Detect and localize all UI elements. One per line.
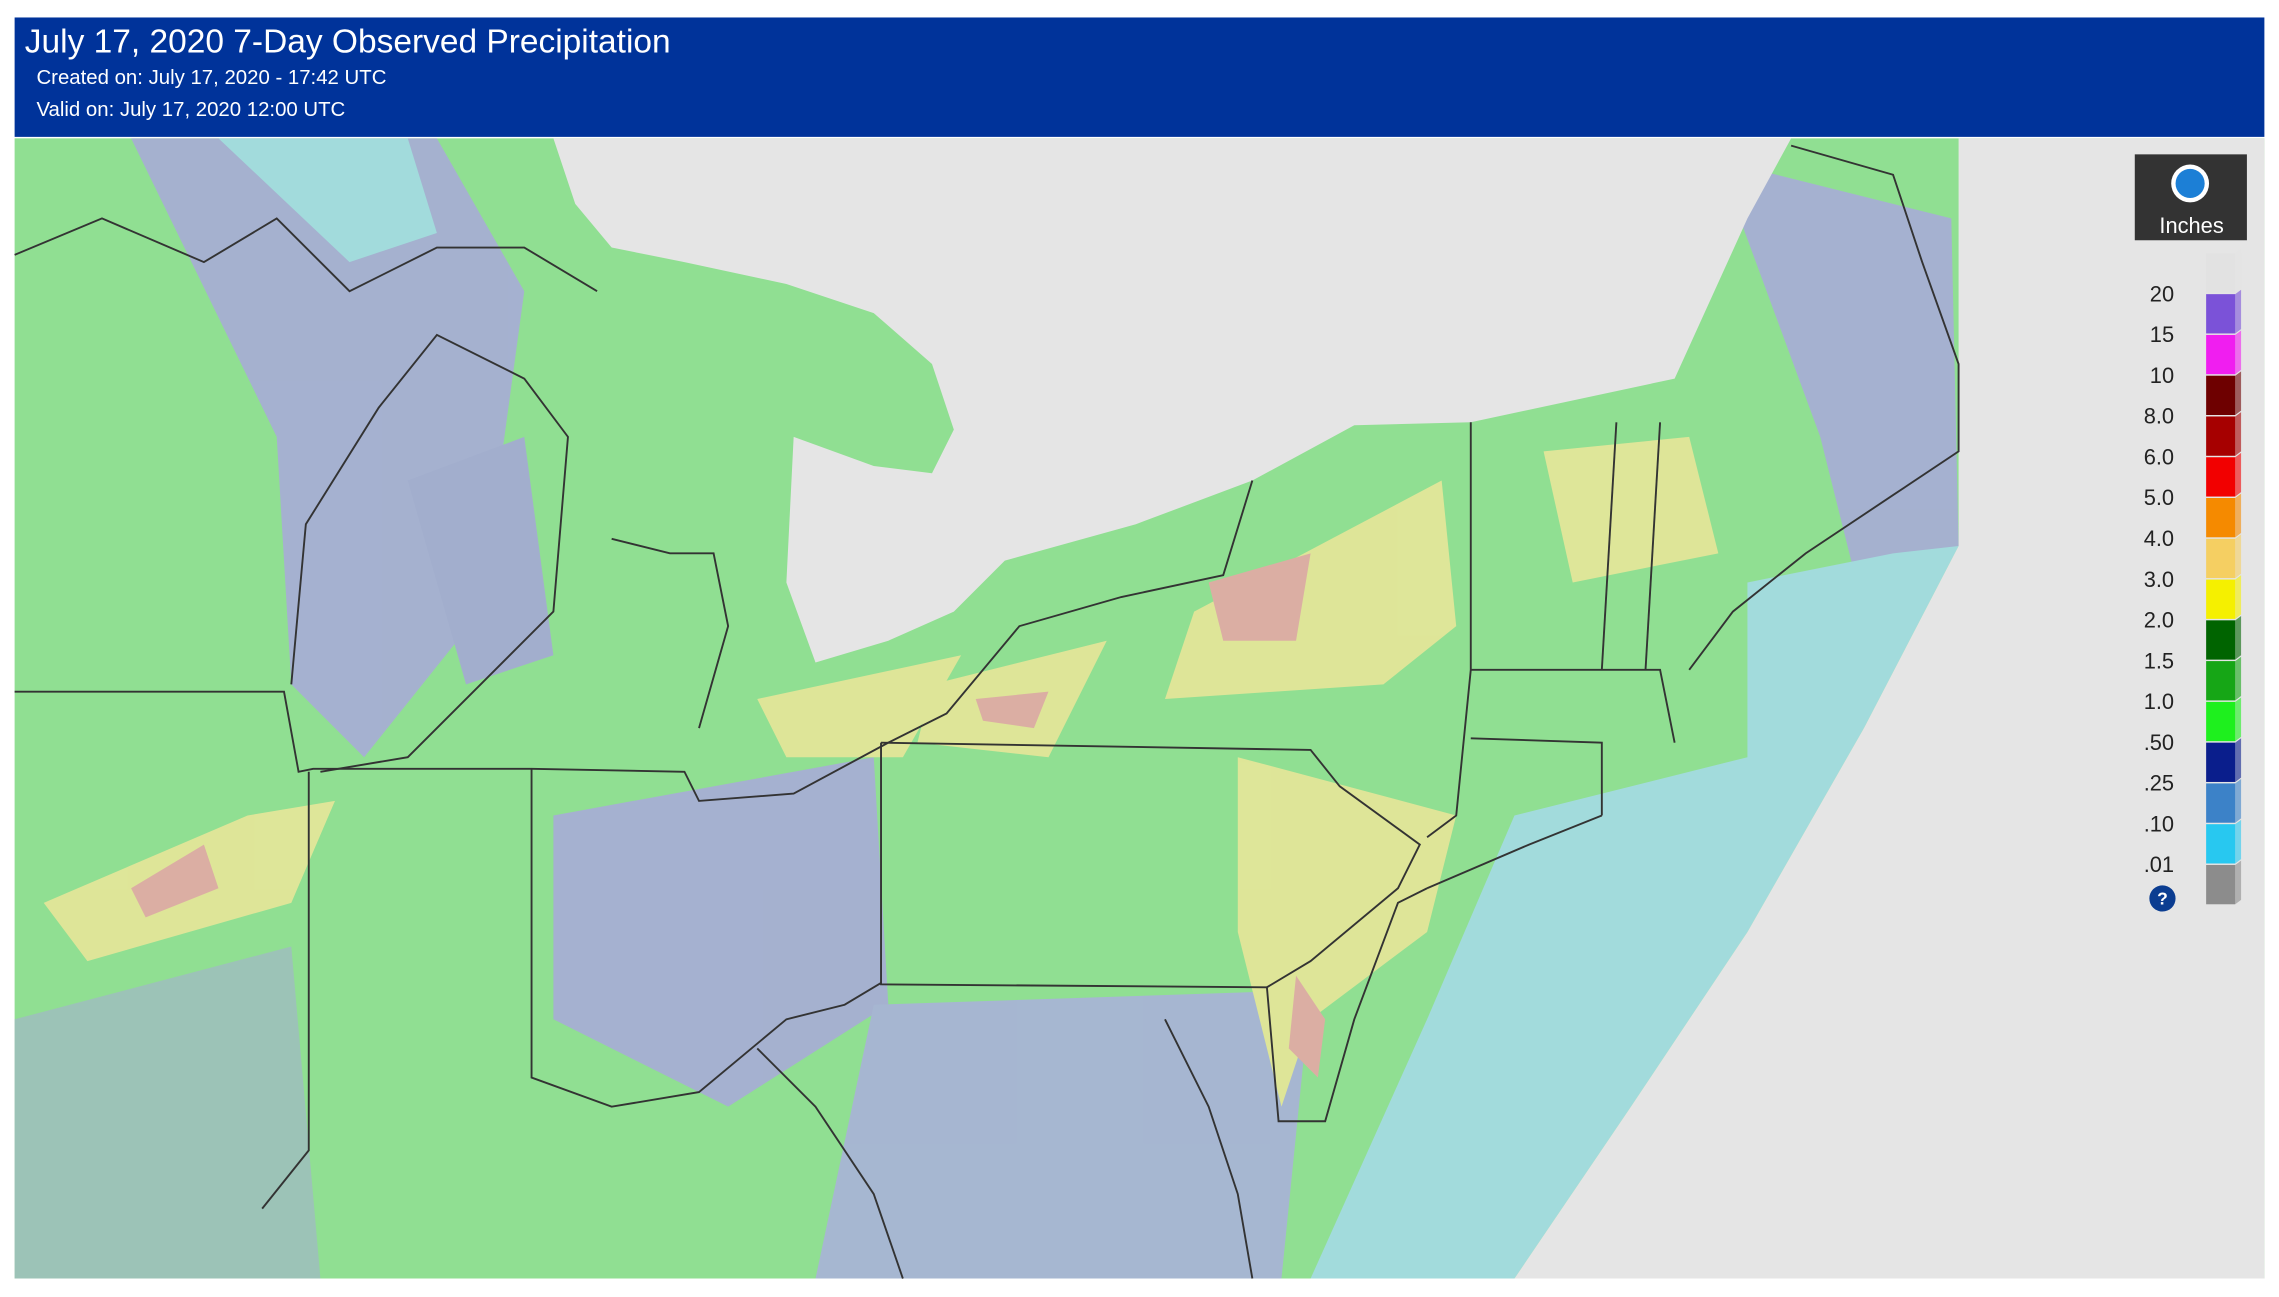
- legend-label: .25: [2144, 771, 2174, 796]
- legend-swatch-side: [2235, 575, 2242, 619]
- legend-scale: 20 15 10 8.0 6.0 5.0 4.0 3.0 2.0 1.5 1.0 .50 .25 .10.…: [2144, 249, 2242, 905]
- legend-swatch-side: [2235, 412, 2242, 456]
- legend-swatch-side: [2235, 249, 2242, 293]
- legend-swatch-side: [2235, 289, 2242, 334]
- legend-swatch: [2206, 416, 2236, 456]
- legend-swatch-side: [2235, 534, 2242, 579]
- legend-swatch-side: [2235, 615, 2242, 660]
- legend-swatch-side: [2235, 779, 2242, 823]
- legend-label: 2.0: [2144, 608, 2174, 633]
- no-data-ocean: [1514, 138, 2265, 1279]
- legend-swatch: [2206, 375, 2236, 416]
- help-button[interactable]: [2149, 885, 2176, 912]
- legend-label: 15: [2150, 322, 2174, 347]
- legend-swatch: [2206, 701, 2236, 742]
- created-date: Created on: July 17, 2020 - 17:42 UTC: [36, 67, 386, 89]
- legend-label: 20: [2150, 281, 2174, 306]
- legend-swatch-side: [2235, 330, 2242, 375]
- legend-swatch-side: [2235, 697, 2242, 742]
- legend-swatch-side: [2235, 819, 2242, 864]
- legend-swatch: [2206, 334, 2236, 375]
- legend-swatch: [2206, 661, 2236, 701]
- legend: Inches 20 15 10 8.0 6.0 5.0 4.0 3.0 2.0 1.5 1.0 .50…: [2134, 154, 2247, 912]
- legend-label: 1.0: [2144, 689, 2174, 714]
- legend-swatch-side: [2235, 493, 2242, 538]
- legend-swatch-side: [2235, 371, 2242, 416]
- legend-swatch: [2206, 783, 2236, 823]
- help-icon[interactable]: ?: [2157, 889, 2168, 909]
- title: July 17, 2020 7-Day Observed Precipitati…: [25, 24, 671, 61]
- legend-label: 8.0: [2144, 404, 2174, 429]
- map-area: [14, 138, 2265, 1279]
- legend-swatch-side: [2235, 860, 2242, 905]
- legend-label: 4.0: [2144, 526, 2174, 551]
- legend-label: 1.5: [2144, 648, 2174, 673]
- legend-label: .50: [2144, 730, 2174, 755]
- legend-label: 5.0: [2144, 485, 2174, 510]
- legend-label: .10: [2144, 811, 2174, 836]
- legend-label: 6.0: [2144, 444, 2174, 469]
- legend-unit: Inches: [2159, 213, 2223, 238]
- legend-swatch: [2206, 864, 2236, 905]
- legend-swatch-side: [2235, 452, 2242, 497]
- legend-swatch-side: [2235, 738, 2242, 782]
- legend-label: 10: [2150, 363, 2174, 388]
- legend-swatch: [2206, 824, 2236, 864]
- legend-swatch: [2206, 742, 2236, 782]
- boundaries: [14, 144, 1960, 1279]
- noaa-logo-inner: [2175, 168, 2205, 199]
- legend-swatch: [2206, 620, 2236, 660]
- legend-swatch: [2206, 498, 2236, 538]
- legend-label: .01: [2144, 852, 2174, 877]
- header-bar: [14, 17, 2265, 137]
- legend-swatch: [2206, 579, 2236, 619]
- valid-date: Valid on: July 17, 2020 12:00 UTC: [36, 99, 345, 121]
- legend-swatch: [2206, 253, 2236, 293]
- legend-label: 3.0: [2144, 567, 2174, 592]
- legend-swatch: [2206, 294, 2236, 334]
- legend-swatch-side: [2235, 656, 2242, 701]
- no-data-land: [553, 138, 1792, 663]
- legend-swatch: [2206, 538, 2236, 579]
- legend-swatch: [2206, 457, 2236, 497]
